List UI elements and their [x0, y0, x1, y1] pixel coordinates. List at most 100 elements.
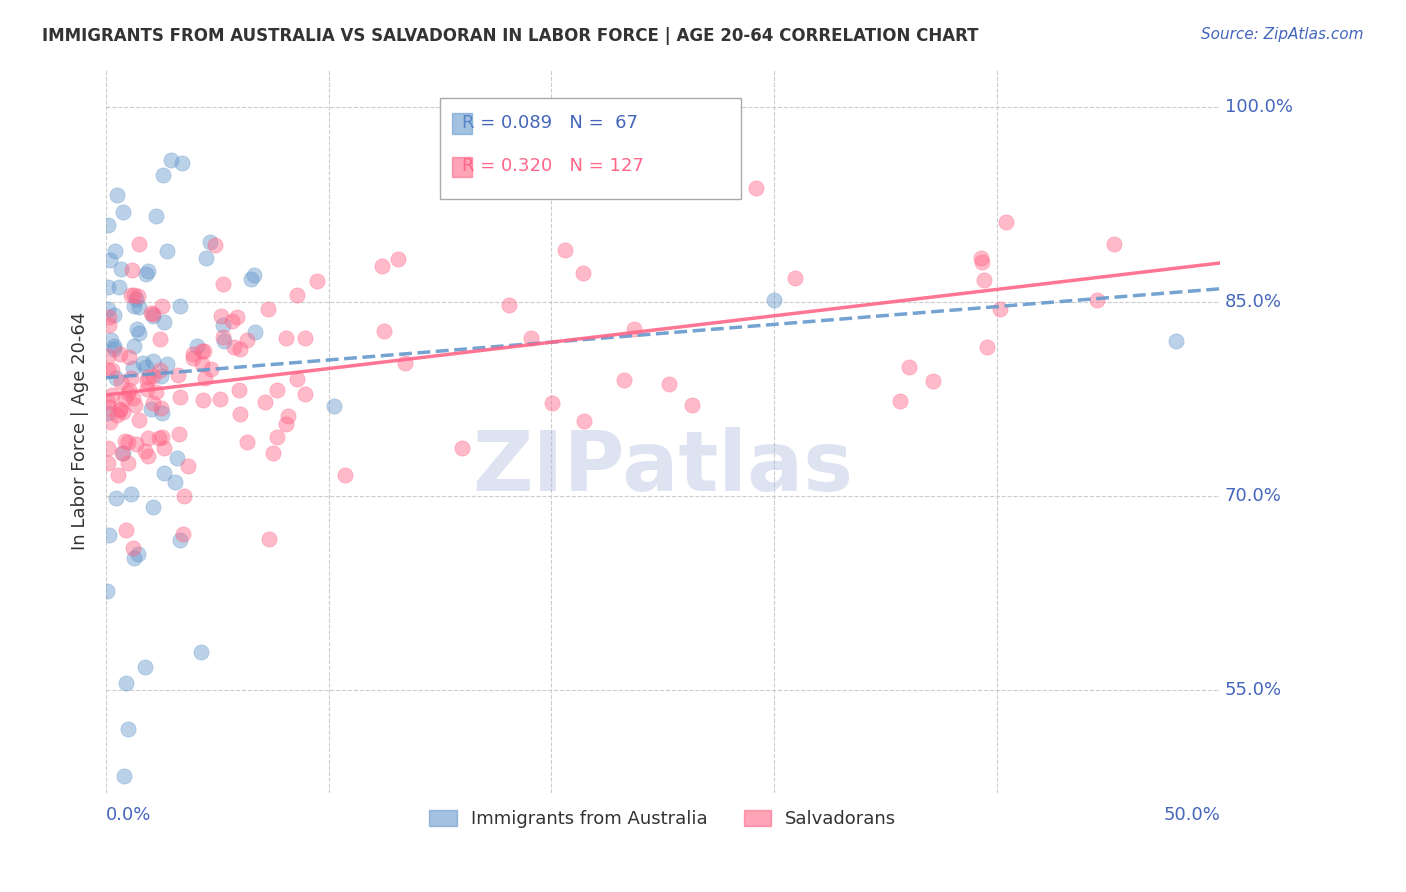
Point [124, 398, 146, 412]
Point [118, 384, 141, 398]
Point [294, 331, 316, 345]
Point [243, 268, 266, 282]
Point [602, 161, 624, 175]
Point [572, 414, 595, 428]
FancyBboxPatch shape [453, 113, 472, 134]
Point [97, 318, 120, 332]
Point [98, 415, 121, 429]
Point [117, 722, 139, 736]
Point [266, 383, 288, 397]
Text: IMMIGRANTS FROM AUSTRALIA VS SALVADORAN IN LABOR FORCE | AGE 20-64 CORRELATION C: IMMIGRANTS FROM AUSTRALIA VS SALVADORAN … [42, 27, 979, 45]
Point [970, 252, 993, 266]
Point [136, 431, 159, 445]
Point [970, 254, 993, 268]
Point [243, 326, 266, 340]
Point [135, 267, 157, 281]
Point [571, 267, 593, 281]
Text: Source: ZipAtlas.com: Source: ZipAtlas.com [1201, 27, 1364, 42]
Point [450, 441, 472, 455]
Point [97, 406, 120, 420]
Text: In Labor Force | Age 20-64: In Labor Force | Age 20-64 [70, 312, 89, 550]
Point [138, 370, 160, 384]
Point [212, 334, 235, 348]
Point [498, 298, 520, 312]
Text: R = 0.089   N =  67: R = 0.089 N = 67 [463, 114, 638, 132]
Point [262, 446, 284, 460]
Point [104, 244, 127, 259]
Point [169, 427, 191, 442]
Point [97, 301, 120, 316]
Point [208, 392, 231, 407]
Point [100, 333, 122, 347]
Point [105, 408, 128, 422]
Point [253, 394, 276, 409]
Point [169, 299, 191, 313]
Point [190, 357, 212, 371]
Point [1102, 236, 1125, 251]
Point [204, 237, 226, 252]
Point [111, 446, 134, 460]
Point [239, 272, 262, 286]
Point [554, 243, 576, 257]
Point [96, 583, 118, 598]
Point [97, 349, 120, 363]
Point [257, 301, 280, 316]
Point [122, 339, 145, 353]
Point [681, 398, 703, 412]
Point [235, 334, 257, 348]
Point [193, 344, 215, 359]
Point [121, 541, 143, 555]
Point [136, 382, 159, 396]
Point [107, 468, 129, 483]
Point [142, 307, 165, 321]
Point [97, 441, 120, 455]
Point [173, 489, 195, 503]
Point [115, 676, 138, 690]
Point [170, 156, 193, 170]
Point [117, 456, 139, 470]
Point [108, 402, 131, 417]
Point [186, 339, 208, 353]
Text: 70.0%: 70.0% [1225, 487, 1281, 505]
Point [191, 344, 214, 359]
Point [370, 259, 392, 273]
Text: 55.0%: 55.0% [1225, 681, 1282, 698]
Point [181, 347, 204, 361]
Point [763, 293, 786, 307]
Point [322, 399, 344, 413]
Point [212, 318, 235, 332]
Point [103, 339, 125, 353]
Point [110, 262, 132, 277]
Text: 100.0%: 100.0% [1225, 98, 1292, 116]
Point [122, 360, 145, 375]
Point [540, 396, 562, 410]
Point [156, 244, 179, 259]
Point [198, 235, 221, 249]
Point [108, 280, 131, 294]
Point [235, 434, 257, 449]
Point [150, 299, 173, 313]
Point [156, 357, 179, 371]
Point [333, 467, 356, 482]
Point [111, 446, 134, 460]
Point [142, 500, 165, 514]
Point [152, 467, 174, 481]
Point [97, 218, 120, 232]
Point [105, 187, 128, 202]
Point [152, 168, 174, 182]
Point [111, 405, 134, 419]
Point [114, 434, 136, 449]
Point [976, 340, 998, 354]
Point [169, 390, 191, 404]
Point [141, 402, 163, 417]
Point [142, 354, 165, 368]
Point [276, 417, 298, 432]
Point [519, 331, 541, 345]
Point [125, 437, 148, 451]
Point [145, 385, 167, 400]
Point [228, 383, 250, 397]
Point [229, 407, 252, 421]
Point [658, 376, 681, 391]
Point [108, 346, 131, 360]
Point [142, 310, 165, 324]
